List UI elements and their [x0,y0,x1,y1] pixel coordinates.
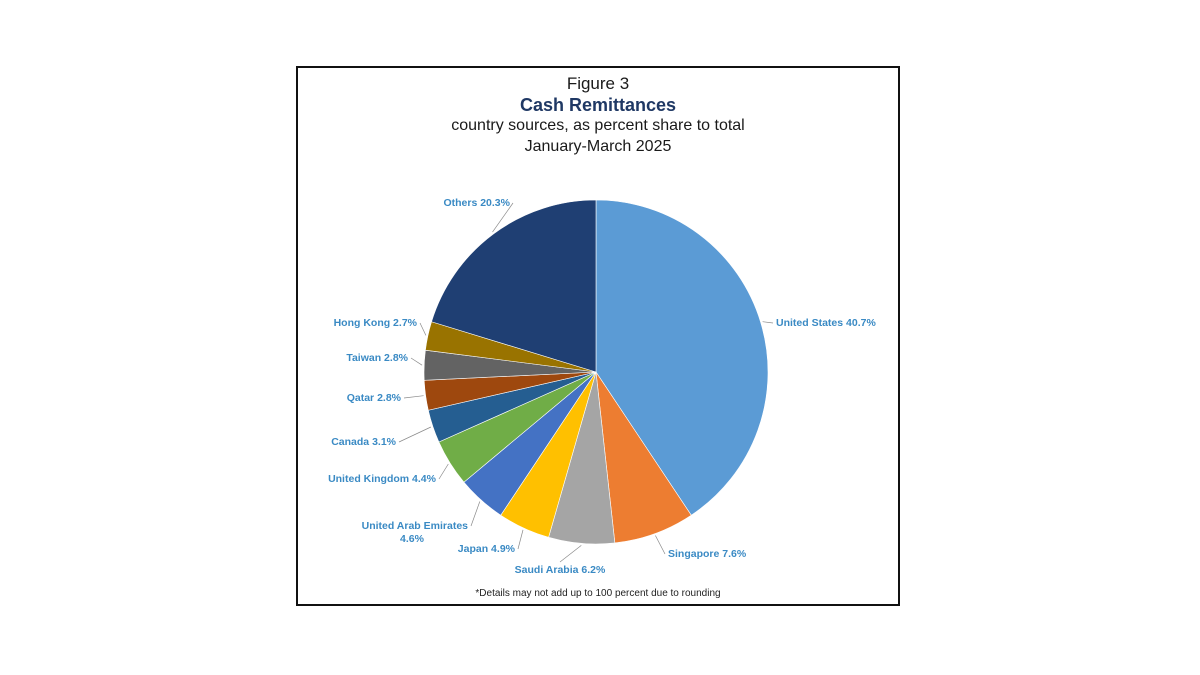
chart-frame: Figure 3 Cash Remittances country source… [296,66,900,606]
leader-line [655,535,666,555]
leader-line [517,529,524,550]
chart-subtitle: country sources, as percent share to tot… [451,117,745,134]
slice-label-line2: 4.6% [400,533,425,545]
pie-chart: United States 40.7% Singapore 7.6% Saudi A… [328,197,876,576]
leader-line [403,395,424,399]
chart-title: Cash Remittances [519,95,677,115]
slice-label: Saudi Arabia 6.2% [515,564,606,576]
leader-line [470,501,481,527]
slice-label: Japan 4.9% [458,543,516,555]
rounding-note: *Details may not add up to 100 percent d… [475,588,721,599]
leader-line [410,357,423,366]
leader-line [438,463,449,480]
slice-label: Hong Kong 2.7% [334,317,418,329]
slice-label: Taiwan 2.8% [346,352,408,364]
leader-line [492,202,514,233]
slice-label: United Kingdom 4.4% [328,473,437,485]
pie-slice-others [431,199,597,373]
leader-line [419,322,427,336]
slice-label: Canada 3.1% [331,436,396,448]
leader-line [559,545,582,563]
slice-label: Qatar 2.8% [347,392,402,404]
slice-label: Singapore 7.6% [668,548,747,560]
slice-label: United Arab Emirates [362,520,469,532]
figure-label: Figure 3 [566,74,630,93]
leader-line [762,321,774,324]
leader-line [398,426,432,443]
slice-label: Others 20.3% [443,197,510,209]
chart-period: January-March 2025 [524,138,672,155]
slice-label: United States 40.7% [776,317,876,329]
